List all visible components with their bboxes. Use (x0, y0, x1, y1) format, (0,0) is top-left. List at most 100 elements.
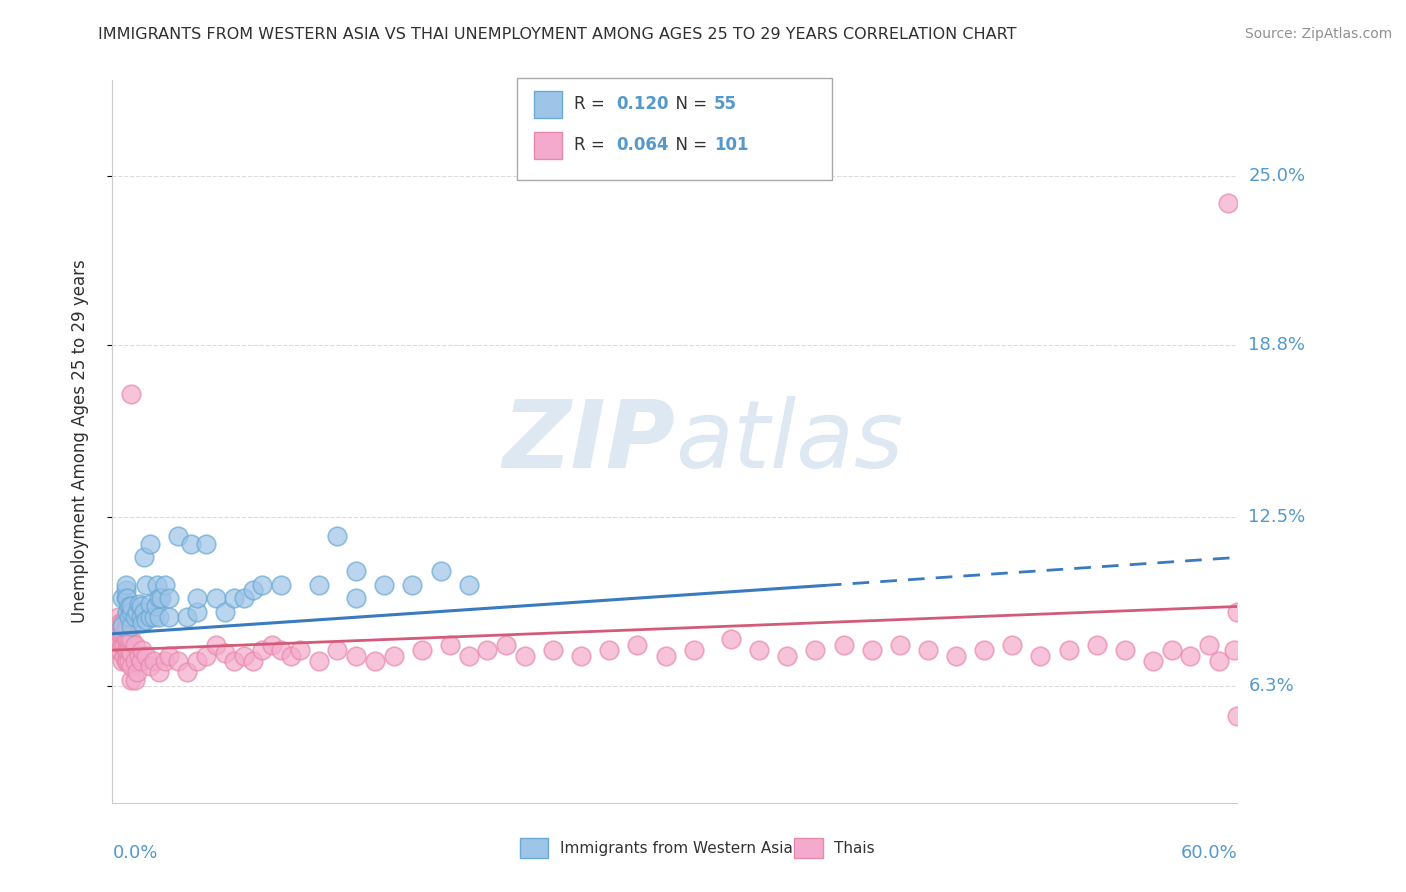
Point (1226, 708, 1249, 723)
Point (131, 643, 153, 657)
Point (242, 583, 264, 598)
Point (117, 591, 139, 606)
Point (120, 387, 142, 401)
Point (108, 626, 131, 640)
Point (108, 643, 131, 657)
Text: 0.120: 0.120 (616, 95, 668, 113)
Point (111, 591, 134, 606)
Point (326, 643, 349, 657)
Point (135, 613, 157, 627)
Point (114, 577, 136, 591)
Point (804, 643, 827, 657)
Point (148, 610, 170, 624)
Point (1222, 643, 1244, 657)
Point (120, 659, 142, 673)
Text: ZIP: ZIP (502, 395, 675, 488)
Point (142, 654, 165, 668)
Text: 0.0%: 0.0% (112, 845, 157, 863)
Point (145, 599, 167, 614)
Point (1198, 638, 1220, 652)
Point (107, 610, 129, 624)
Point (776, 648, 799, 663)
Point (124, 673, 146, 687)
Point (1226, 605, 1249, 619)
Point (117, 621, 139, 635)
Point (139, 659, 162, 673)
Point (308, 577, 330, 591)
Point (153, 577, 176, 591)
Point (107, 624, 129, 638)
Point (1114, 643, 1136, 657)
Point (252, 643, 274, 657)
Point (457, 577, 479, 591)
Point (477, 643, 499, 657)
Point (111, 638, 134, 652)
Point (860, 643, 883, 657)
Point (224, 591, 246, 606)
Point (118, 610, 141, 624)
Point (153, 654, 176, 668)
Point (129, 610, 152, 624)
Text: N =: N = (665, 136, 713, 154)
Text: 0.064: 0.064 (616, 136, 668, 154)
Point (120, 605, 142, 619)
Point (150, 591, 173, 606)
Point (1057, 643, 1080, 657)
Point (598, 643, 620, 657)
Point (232, 648, 254, 663)
Point (748, 643, 770, 657)
Point (1029, 648, 1052, 663)
Text: 25.0%: 25.0% (1249, 167, 1306, 185)
Point (401, 577, 423, 591)
Point (1208, 654, 1230, 668)
Y-axis label: Unemployment Among Ages 25 to 29 years: Unemployment Among Ages 25 to 29 years (70, 260, 89, 624)
Point (682, 643, 704, 657)
Point (134, 550, 156, 565)
Text: IMMIGRANTS FROM WESTERN ASIA VS THAI UNEMPLOYMENT AMONG AGES 25 TO 29 YEARS CORR: IMMIGRANTS FROM WESTERN ASIA VS THAI UNE… (98, 27, 1017, 42)
Point (108, 615, 131, 630)
Point (186, 591, 208, 606)
Point (832, 638, 855, 652)
Text: Immigrants from Western Asia: Immigrants from Western Asia (560, 841, 793, 855)
Point (118, 599, 141, 614)
Text: 18.8%: 18.8% (1249, 335, 1305, 354)
Point (917, 643, 939, 657)
Point (157, 591, 180, 606)
Point (180, 537, 202, 551)
Point (117, 632, 139, 647)
Point (973, 643, 995, 657)
Point (308, 654, 330, 668)
Point (224, 654, 246, 668)
Point (135, 648, 157, 663)
Point (1001, 638, 1024, 652)
Point (176, 610, 198, 624)
Point (176, 665, 198, 679)
Text: R =: R = (574, 136, 610, 154)
Point (429, 564, 451, 578)
Text: Source: ZipAtlas.com: Source: ZipAtlas.com (1244, 27, 1392, 41)
Point (382, 648, 405, 663)
Point (148, 665, 170, 679)
Point (1160, 643, 1182, 657)
Text: N =: N = (665, 95, 713, 113)
Text: Thais: Thais (834, 841, 875, 855)
Point (114, 610, 136, 624)
Point (280, 648, 302, 663)
Point (541, 643, 564, 657)
Point (326, 528, 349, 542)
Point (111, 654, 134, 668)
Point (124, 610, 146, 624)
Point (344, 564, 367, 578)
Point (118, 632, 141, 647)
Point (111, 615, 134, 630)
Point (364, 654, 387, 668)
Point (1180, 648, 1202, 663)
Point (124, 654, 146, 668)
Point (128, 597, 150, 611)
Point (344, 648, 367, 663)
Point (204, 591, 226, 606)
Point (117, 605, 139, 619)
Point (242, 654, 264, 668)
Point (720, 632, 742, 647)
Point (1142, 654, 1164, 668)
